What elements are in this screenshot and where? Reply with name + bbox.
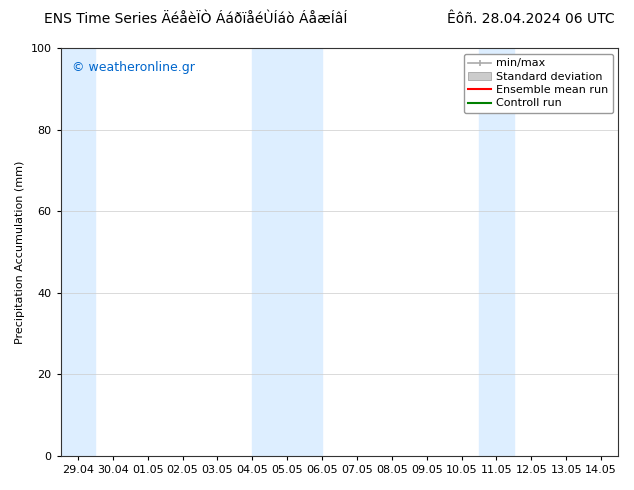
- Text: ENS Time Series ÄéåèÏÒ ÁáðïåéÙÍáò ÁåæÍâÍ: ENS Time Series ÄéåèÏÒ ÁáðïåéÙÍáò ÁåæÍâÍ: [44, 12, 348, 26]
- Bar: [252, 49, 322, 456]
- Text: © weatheronline.gr: © weatheronline.gr: [72, 61, 195, 74]
- Bar: [479, 49, 514, 456]
- Bar: [61, 49, 96, 456]
- Legend: min/max, Standard deviation, Ensemble mean run, Controll run: min/max, Standard deviation, Ensemble me…: [464, 54, 613, 113]
- Y-axis label: Precipitation Accumulation (mm): Precipitation Accumulation (mm): [15, 161, 25, 344]
- Text: Êôñ. 28.04.2024 06 UTC: Êôñ. 28.04.2024 06 UTC: [448, 12, 615, 26]
